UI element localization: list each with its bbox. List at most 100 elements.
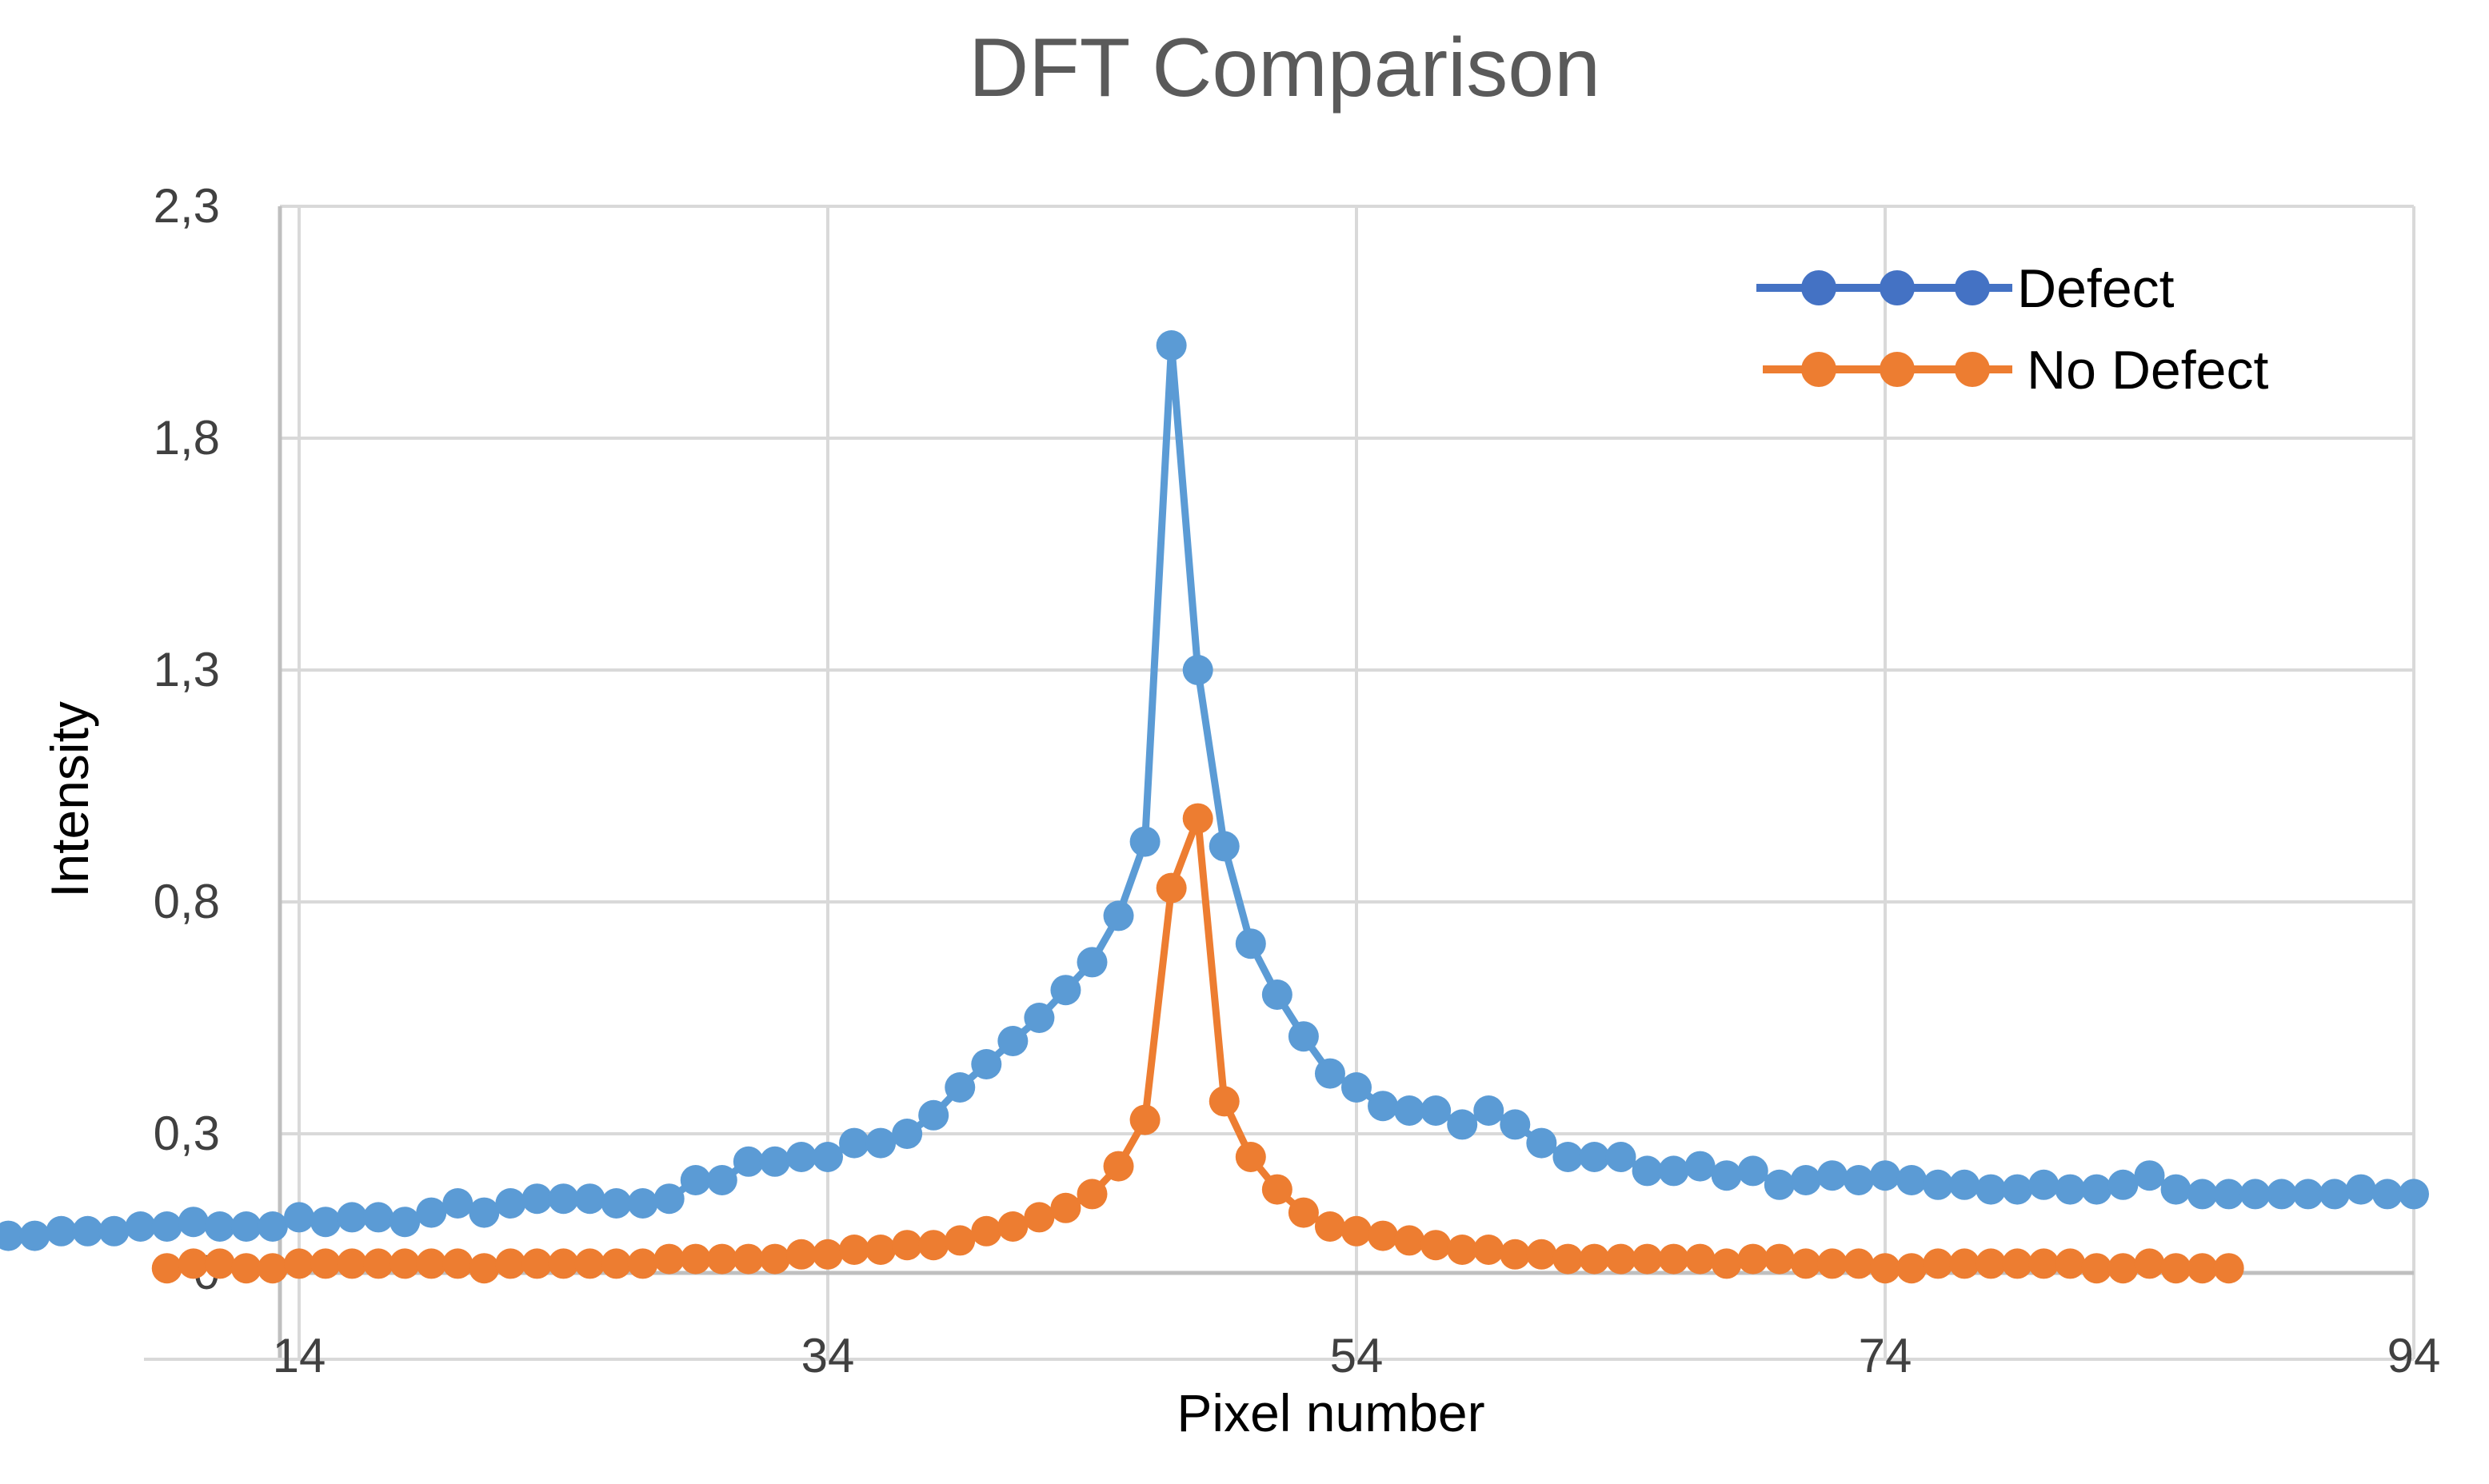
data-point [2081, 1174, 2112, 1205]
data-point [1764, 1169, 1795, 1200]
data-point [204, 1248, 235, 1279]
data-point [19, 1220, 50, 1251]
data-point [813, 1239, 843, 1270]
data-point [1050, 975, 1081, 1006]
data-point [706, 1243, 737, 1275]
legend-entry-no-defect[interactable]: No Defect [1763, 340, 2268, 401]
data-point [1843, 1248, 1874, 1279]
data-point [1473, 1235, 1504, 1265]
data-point [1129, 826, 1161, 857]
data-point [892, 1119, 923, 1149]
data-point [627, 1188, 658, 1219]
data-point [2319, 1179, 2350, 1210]
data-point [1341, 1215, 1372, 1247]
data-point [0, 1220, 24, 1251]
series-line [0, 341, 2414, 1240]
legend-marker [1880, 270, 1915, 305]
data-point [390, 1248, 421, 1279]
data-point [892, 1230, 923, 1261]
data-point [1526, 1239, 1557, 1270]
data-point [1129, 1104, 1161, 1135]
data-point [653, 1183, 685, 1215]
data-point [2107, 1253, 2139, 1284]
data-point [601, 1188, 632, 1219]
data-point [1790, 1248, 1821, 1279]
data-point [1658, 1243, 1689, 1275]
data-point [469, 1253, 500, 1284]
data-point [1870, 1160, 1900, 1191]
chart-title: DFT Comparison [969, 22, 1600, 114]
y-tick-labels: 00,30,81,31,82,3 [154, 179, 220, 1299]
data-point [918, 1099, 949, 1131]
y-axis-label: Intensity [40, 701, 99, 898]
data-point [1209, 831, 1240, 862]
data-point [230, 1253, 262, 1284]
legend-marker [1801, 352, 1836, 387]
data-point [337, 1248, 368, 1279]
data-point [442, 1188, 473, 1219]
data-point [1526, 1127, 1557, 1159]
data-point [1024, 1202, 1055, 1233]
data-point [1605, 1243, 1636, 1275]
data-point [865, 1235, 897, 1265]
data-point [2028, 1169, 2060, 1200]
data-point [1420, 1095, 1452, 1126]
data-point [1976, 1174, 2007, 1205]
series-defect [0, 330, 2429, 1251]
data-point [1209, 1086, 1240, 1117]
data-point [1288, 1021, 1319, 1052]
legend-entry-defect[interactable]: Defect [1756, 258, 2175, 319]
legend-marker [1955, 352, 1990, 387]
data-point [284, 1248, 314, 1279]
data-point [2399, 1179, 2429, 1210]
data-point [257, 1253, 288, 1284]
y-tick-label: 0,3 [154, 1107, 220, 1160]
data-point [1816, 1160, 1848, 1191]
y-tick-label: 0,8 [154, 875, 220, 928]
legend[interactable]: Defect No Defect [1756, 258, 2268, 401]
data-point [1737, 1155, 1768, 1187]
data-point [2213, 1253, 2244, 1284]
data-point [1077, 947, 1108, 978]
data-point [733, 1243, 764, 1275]
data-point [759, 1243, 790, 1275]
data-point [2187, 1179, 2218, 1210]
data-point [1605, 1142, 1636, 1172]
x-axis-label: Pixel number [1177, 1383, 1484, 1442]
x-tick-label: 14 [273, 1329, 326, 1382]
data-point [1447, 1109, 1478, 1140]
data-point [839, 1235, 870, 1265]
x-tick-label: 54 [1330, 1329, 1384, 1382]
data-point [46, 1215, 77, 1247]
data-point [680, 1165, 711, 1195]
data-point [1684, 1151, 1716, 1182]
data-point [2213, 1179, 2244, 1210]
data-point [2160, 1253, 2191, 1284]
data-point [1632, 1155, 1663, 1187]
legend-label: Defect [2017, 258, 2175, 319]
data-point [416, 1248, 447, 1279]
data-point [2055, 1174, 2086, 1205]
data-point [2292, 1179, 2323, 1210]
data-point [151, 1211, 182, 1242]
data-point [1314, 1058, 1345, 1089]
data-point [1923, 1169, 1954, 1200]
data-point [2107, 1169, 2139, 1200]
data-point [2028, 1248, 2060, 1279]
data-point [1500, 1109, 1531, 1140]
data-point [178, 1207, 209, 1238]
data-point [1711, 1248, 1742, 1279]
data-point [2187, 1253, 2218, 1284]
data-point [1103, 900, 1134, 931]
legend-marker [1955, 270, 1990, 305]
data-point [1235, 928, 1266, 959]
y-tick-label: 2,3 [154, 179, 220, 233]
data-point [1368, 1091, 1399, 1122]
data-point [971, 1215, 1002, 1247]
data-point [785, 1239, 817, 1270]
data-point [1261, 1174, 1292, 1205]
data-point [574, 1183, 605, 1215]
data-series [0, 330, 2429, 1284]
data-point [1500, 1239, 1531, 1270]
